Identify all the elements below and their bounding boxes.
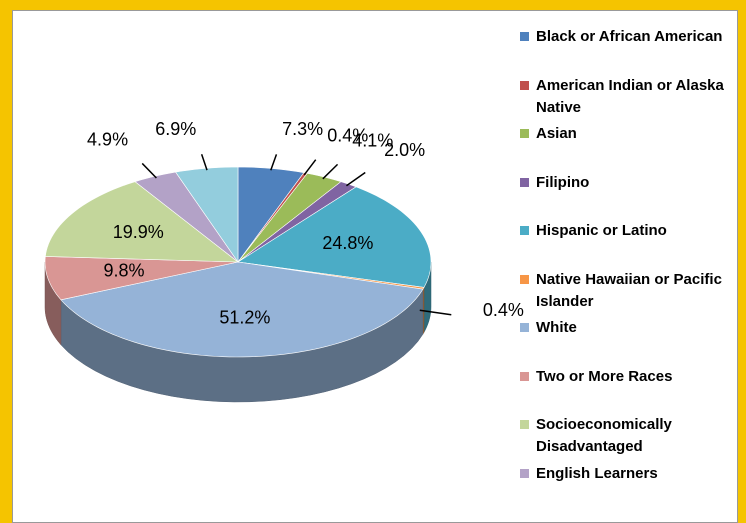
legend-swatch: [520, 371, 529, 381]
slice: [44, 256, 239, 301]
data-label: 4.1%: [352, 131, 393, 151]
slice: [60, 261, 424, 358]
data-label: 24.8%: [322, 233, 373, 253]
legend-item: Filipino: [520, 172, 736, 194]
legend-label: Native Hawaiian or Pacific Islander: [536, 270, 722, 310]
legend-swatch: [520, 274, 529, 284]
legend-item: Two or More Races: [520, 366, 736, 388]
legend-item: White: [520, 317, 736, 339]
legend-item: Socioeconomically Disadvantaged: [520, 414, 736, 458]
data-label: 2.0%: [384, 140, 425, 160]
legend-item: Native Hawaiian or Pacific Islander: [520, 269, 736, 313]
data-label: 19.9%: [113, 222, 164, 242]
legend-swatch: [520, 323, 529, 332]
legend-label: Hispanic or Latino: [536, 222, 667, 239]
legend-item: English Learners: [520, 463, 736, 485]
legend-swatch: [520, 226, 529, 235]
legend-label: Asian: [536, 125, 577, 142]
legend-label: Socioeconomically Disadvantaged: [536, 416, 672, 455]
legend-label: American Indian or Alaska Native: [536, 76, 724, 116]
legend-swatch: [520, 80, 529, 90]
legend-label: Black or African American: [536, 28, 723, 45]
legend-label: English Learners: [536, 464, 658, 482]
data-label: 0.4%: [483, 300, 524, 320]
data-label: 0.4%: [327, 125, 368, 145]
legend-swatch: [520, 129, 529, 138]
data-label: 6.9%: [155, 119, 196, 139]
legend-swatch: [520, 32, 529, 41]
data-label: 51.2%: [219, 308, 270, 328]
legend-swatch: [520, 420, 529, 429]
legend-label: Filipino: [536, 173, 590, 191]
legend-item: Asian: [520, 123, 736, 145]
leader-line: [419, 309, 452, 316]
legend-item: American Indian or Alaska Native: [520, 75, 736, 119]
data-label: 4.9%: [87, 130, 128, 150]
slice: [44, 181, 239, 263]
leader-line: [270, 154, 278, 171]
data-label: 9.8%: [103, 261, 144, 281]
legend-item: Black or African American: [520, 26, 736, 48]
data-label: 7.3%: [282, 119, 323, 139]
slice: [237, 186, 432, 288]
leader-line: [200, 153, 208, 171]
leader-line: [322, 163, 339, 180]
legend-swatch: [520, 177, 529, 187]
leader-line: [141, 162, 157, 179]
legend-label: White: [536, 319, 577, 336]
legend-swatch: [520, 468, 529, 478]
legend-label: Two or More Races: [536, 367, 673, 385]
leader-line: [303, 159, 317, 176]
leader-line: [346, 171, 366, 187]
legend-item: Hispanic or Latino: [520, 220, 736, 242]
